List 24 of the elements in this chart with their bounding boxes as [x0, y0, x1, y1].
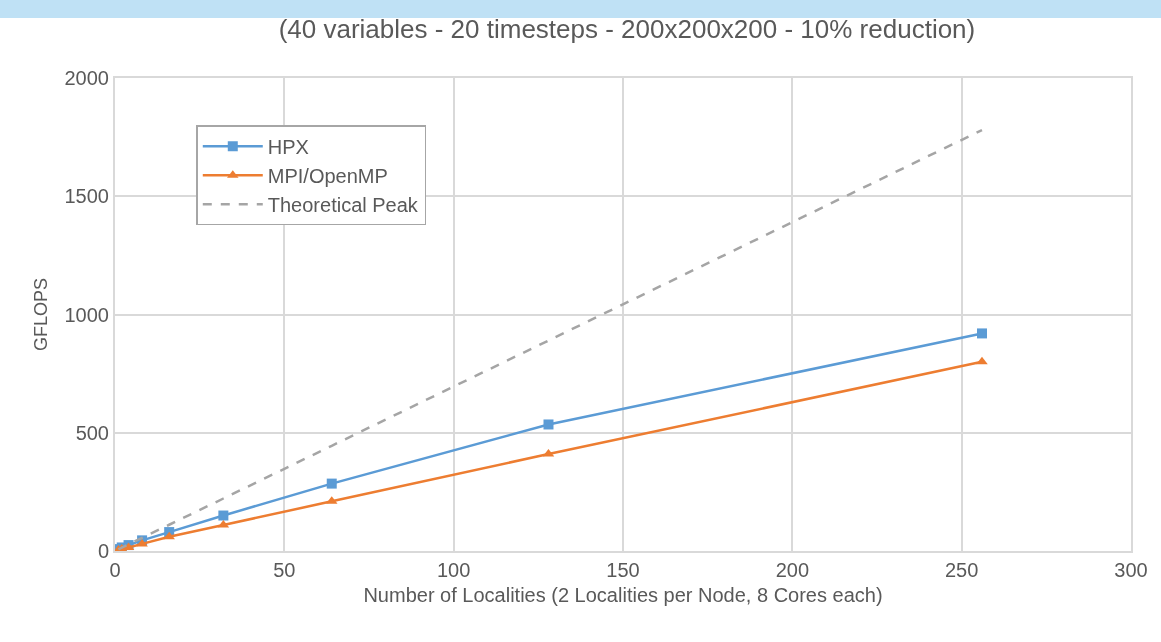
x-tick-label: 100 [436, 559, 471, 581]
x-tick-label: 50 [273, 559, 296, 581]
x-tick-label: 150 [606, 559, 640, 581]
point [543, 419, 554, 430]
point [976, 356, 988, 365]
x-tick-label: 250 [944, 559, 979, 581]
point [163, 531, 175, 540]
legend-label: MPI/OpenMP [267, 165, 388, 188]
y-tick-label: 1500 [64, 185, 109, 208]
point [326, 478, 337, 489]
chart-title: (40 variables - 20 timesteps - 200x200x200 - 10% reduction) [278, 13, 976, 44]
y-tick-label: 0 [97, 540, 109, 562]
x-axis-title: Number of Localities (2 Localities per Node, 8 Cores each) [363, 584, 883, 606]
y-axis-title: GFLOPS [31, 277, 52, 352]
y-tick-label: 2000 [64, 67, 109, 89]
point [976, 328, 987, 339]
point [218, 510, 229, 521]
legend-label: HPX [267, 136, 309, 159]
x-tick-label: 200 [775, 559, 810, 581]
y-tick-label: 500 [75, 421, 109, 444]
legend-label: Theoretical Peak [267, 194, 419, 217]
y-tick-label: 1000 [64, 303, 109, 326]
x-tick-label: 300 [1114, 559, 1148, 581]
line-series [117, 128, 984, 551]
